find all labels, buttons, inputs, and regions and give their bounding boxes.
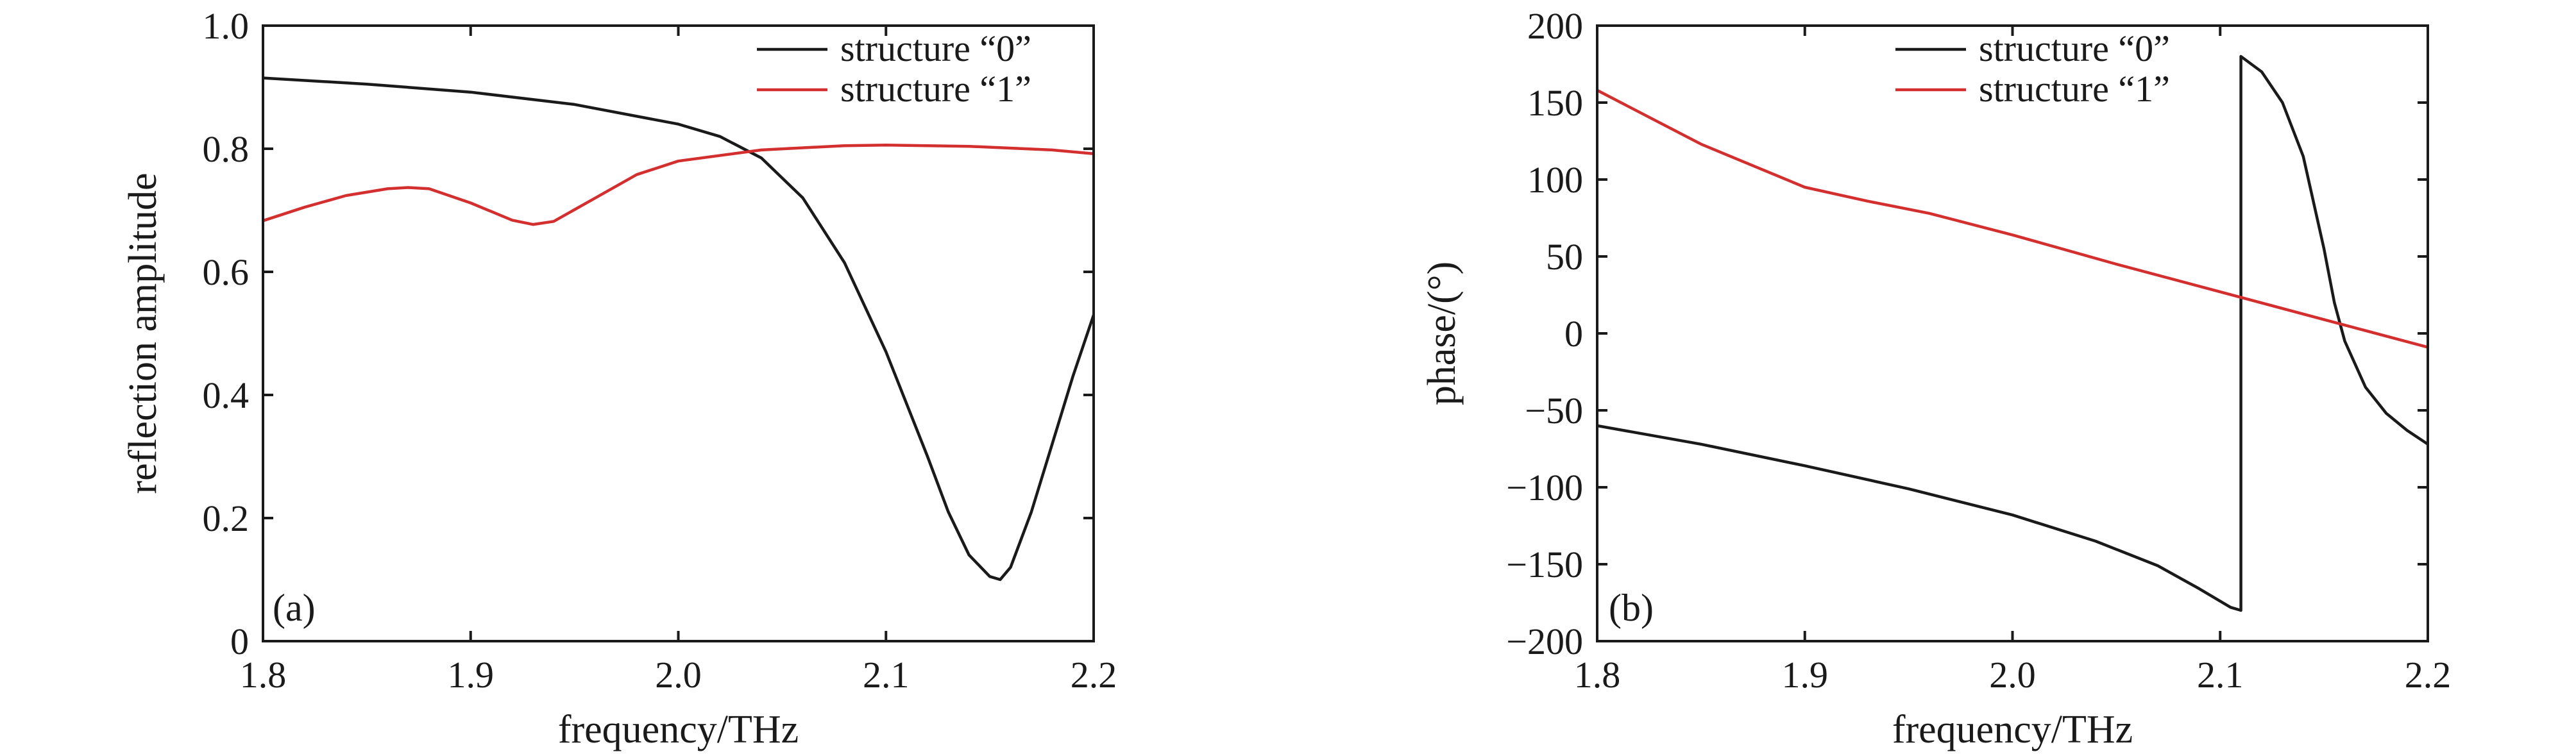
y-tick-label: 0	[230, 621, 249, 662]
x-tick-label: 1.8	[1574, 654, 1621, 696]
panel-b: 1.8 1.9 2.0 2.1 2.2 −200 −150 −100 −50 0 50 100 150 2…	[1420, 5, 2451, 751]
x-axis-label: frequency/THz	[558, 708, 799, 751]
panel-label: (a)	[273, 587, 316, 629]
plot-frame	[262, 24, 1095, 642]
y-tick-label: −200	[1506, 621, 1583, 662]
y-tick-label: 0.2	[203, 498, 250, 539]
y-tick-label: 100	[1527, 159, 1583, 201]
x-tick-label: 2.2	[1071, 654, 1117, 696]
y-tick-label: 150	[1527, 82, 1583, 124]
panel-label: (b)	[1609, 587, 1654, 629]
x-tick-label: 1.8	[240, 654, 287, 696]
y-tick-label: −50	[1525, 390, 1583, 431]
legend-label-1: structure “1”	[1979, 68, 2170, 110]
x-tick-label: 2.1	[863, 654, 910, 696]
x-tick-label: 2.2	[2405, 654, 2452, 696]
y-tick-label: 0.6	[203, 251, 250, 293]
series-line-1	[1597, 88, 2428, 349]
series-line-0	[1597, 54, 2428, 612]
plot-frame	[1596, 24, 2429, 642]
series-line-0	[263, 76, 1094, 582]
x-axis-label: frequency/THz	[1892, 708, 2133, 751]
panel-a: 1.8 1.9 2.0 2.1 2.2 0 0.2 0.4 0.6 0.8 1.0 frequency…	[121, 5, 1117, 751]
x-tick-label: 1.9	[448, 654, 495, 696]
y-tick-label: 0	[1564, 313, 1583, 355]
y-axis-label: phase/(°)	[1420, 262, 1464, 405]
y-tick-label: −100	[1506, 467, 1583, 508]
x-tick-label: 2.0	[1989, 654, 2036, 696]
y-tick-label: −150	[1506, 544, 1583, 585]
y-tick-label: 0.4	[203, 374, 250, 416]
y-tick-label: 0.8	[203, 128, 250, 170]
x-tick-label: 2.1	[2197, 654, 2244, 696]
legend-label-1: structure “1”	[840, 68, 1031, 110]
y-tick-label: 50	[1546, 236, 1583, 278]
y-tick-label: 1.0	[203, 5, 250, 47]
x-tick-label: 1.9	[1782, 654, 1829, 696]
series-line-1	[263, 143, 1094, 226]
y-axis-label: reflection amplitude	[121, 173, 165, 494]
x-tick-label: 2.0	[655, 654, 702, 696]
legend-label-0: structure “0”	[840, 28, 1031, 69]
y-tick-label: 200	[1527, 5, 1583, 47]
legend-label-0: structure “0”	[1979, 28, 2170, 69]
